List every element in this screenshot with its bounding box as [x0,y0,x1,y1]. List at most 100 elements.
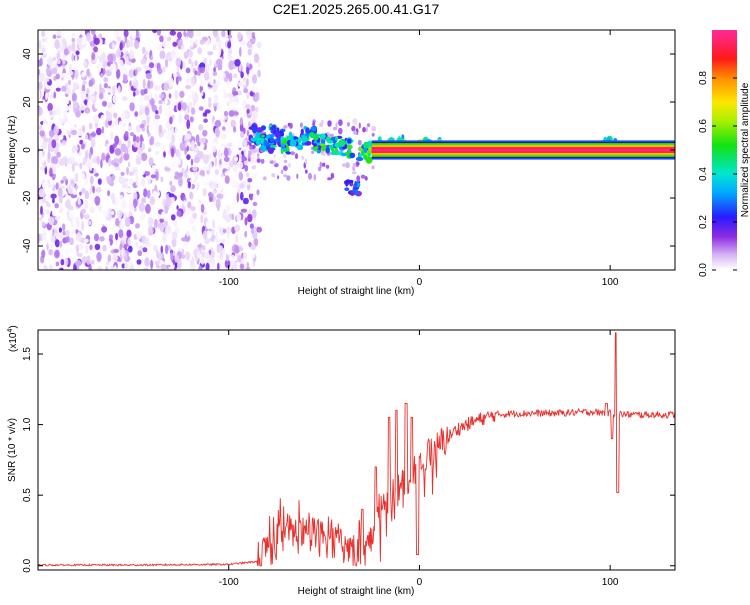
noise-speckle [101,226,108,233]
noise-speckle [93,37,100,45]
noise-speckle [223,92,229,99]
noise-speckle [106,239,111,250]
spectral-blob [288,131,293,138]
noise-speckle [134,207,137,212]
noise-speckle [51,103,57,112]
noise-speckle [154,42,160,51]
noise-speckle [104,220,108,227]
noise-speckle [223,239,230,247]
noise-speckle [201,143,205,149]
noise-speckle [54,229,58,234]
noise-speckle [122,102,126,111]
noise-speckle [277,175,280,180]
noise-speckle [211,145,217,153]
noise-speckle [119,42,123,51]
noise-speckle [213,94,219,104]
noise-speckle [254,106,259,113]
noise-speckle [38,90,41,99]
colorbar-ticks: 0.0 0.2 0.4 0.6 0.8 [698,71,737,277]
noise-speckle [52,156,59,165]
noise-speckle [155,110,159,115]
noise-speckle [62,210,66,215]
noise-speckle [100,53,106,62]
noise-speckle [188,212,192,218]
noise-speckle [179,113,182,123]
noise-speckle [202,154,210,165]
noise-speckle [154,85,161,91]
noise-speckle [248,241,252,247]
noise-speckle [240,112,245,119]
y-tick-label: 1.0 [22,417,33,431]
noise-speckle [211,228,215,235]
noise-speckle [247,213,253,223]
noise-speckle [60,259,65,266]
noise-speckle [89,244,93,251]
noise-speckle [41,53,47,58]
noise-speckle [45,85,51,90]
noise-speckle [76,252,83,257]
noise-speckle [134,111,139,117]
noise-speckle [208,97,212,103]
noise-speckle [68,246,73,252]
spectral-blob [344,180,351,184]
noise-speckle [198,203,201,212]
noise-speckle [135,223,140,229]
noise-speckle [123,152,130,161]
noise-speckle [160,264,167,270]
noise-speckle [237,81,244,88]
noise-speckle [159,218,164,223]
noise-speckle [59,69,64,75]
colorbar-tick-label: 0.4 [698,167,709,181]
noise-speckle [55,224,62,229]
noise-speckle [256,189,260,196]
noise-speckle [98,92,104,100]
noise-speckle [312,121,316,127]
snr-y-axis: 0.0 0.5 1.0 1.5 [22,347,675,573]
noise-speckle [121,263,126,269]
noise-speckle [55,182,59,190]
noise-speckle [184,188,191,195]
noise-speckle [69,64,72,74]
noise-speckle [75,184,79,190]
noise-speckle [129,132,135,137]
noise-speckle [49,110,53,116]
noise-speckle [76,220,80,229]
noise-speckle [203,48,207,55]
noise-speckle [221,30,226,37]
noise-speckle [217,102,222,113]
spectral-blob [352,186,360,190]
snr-scale-label: (x104) [7,325,19,352]
noise-speckle [54,203,59,209]
noise-speckle [244,230,248,238]
noise-speckle [81,143,85,150]
spectral-blob [255,132,262,139]
colorbar-gradient [712,30,737,270]
noise-speckle [58,115,61,123]
noise-speckle [198,124,204,131]
noise-speckle [127,40,134,48]
noise-speckle [89,86,95,93]
snr-scale-base: (x10 [8,332,19,352]
noise-speckle [233,50,238,58]
noise-speckle [158,104,163,115]
noise-speckle [141,140,145,151]
spectrogram-y-axis: -40 -20 0 20 40 [22,48,675,253]
noise-speckle [99,236,105,242]
spectral-blob [320,133,326,140]
noise-speckle [234,59,241,67]
noise-speckle [188,58,192,65]
noise-speckle [164,167,171,172]
noise-speckle [53,125,59,135]
noise-speckle [357,139,362,146]
noise-speckle [149,196,156,206]
noise-speckle [253,53,260,64]
noise-speckle [58,134,64,140]
noise-speckle [187,181,191,189]
noise-speckle [52,109,57,115]
noise-speckle [115,49,122,58]
noise-speckle [151,164,156,173]
snr-frame [37,329,676,571]
noise-speckle [142,66,146,76]
noise-speckle [72,82,78,91]
noise-speckle [246,78,249,87]
